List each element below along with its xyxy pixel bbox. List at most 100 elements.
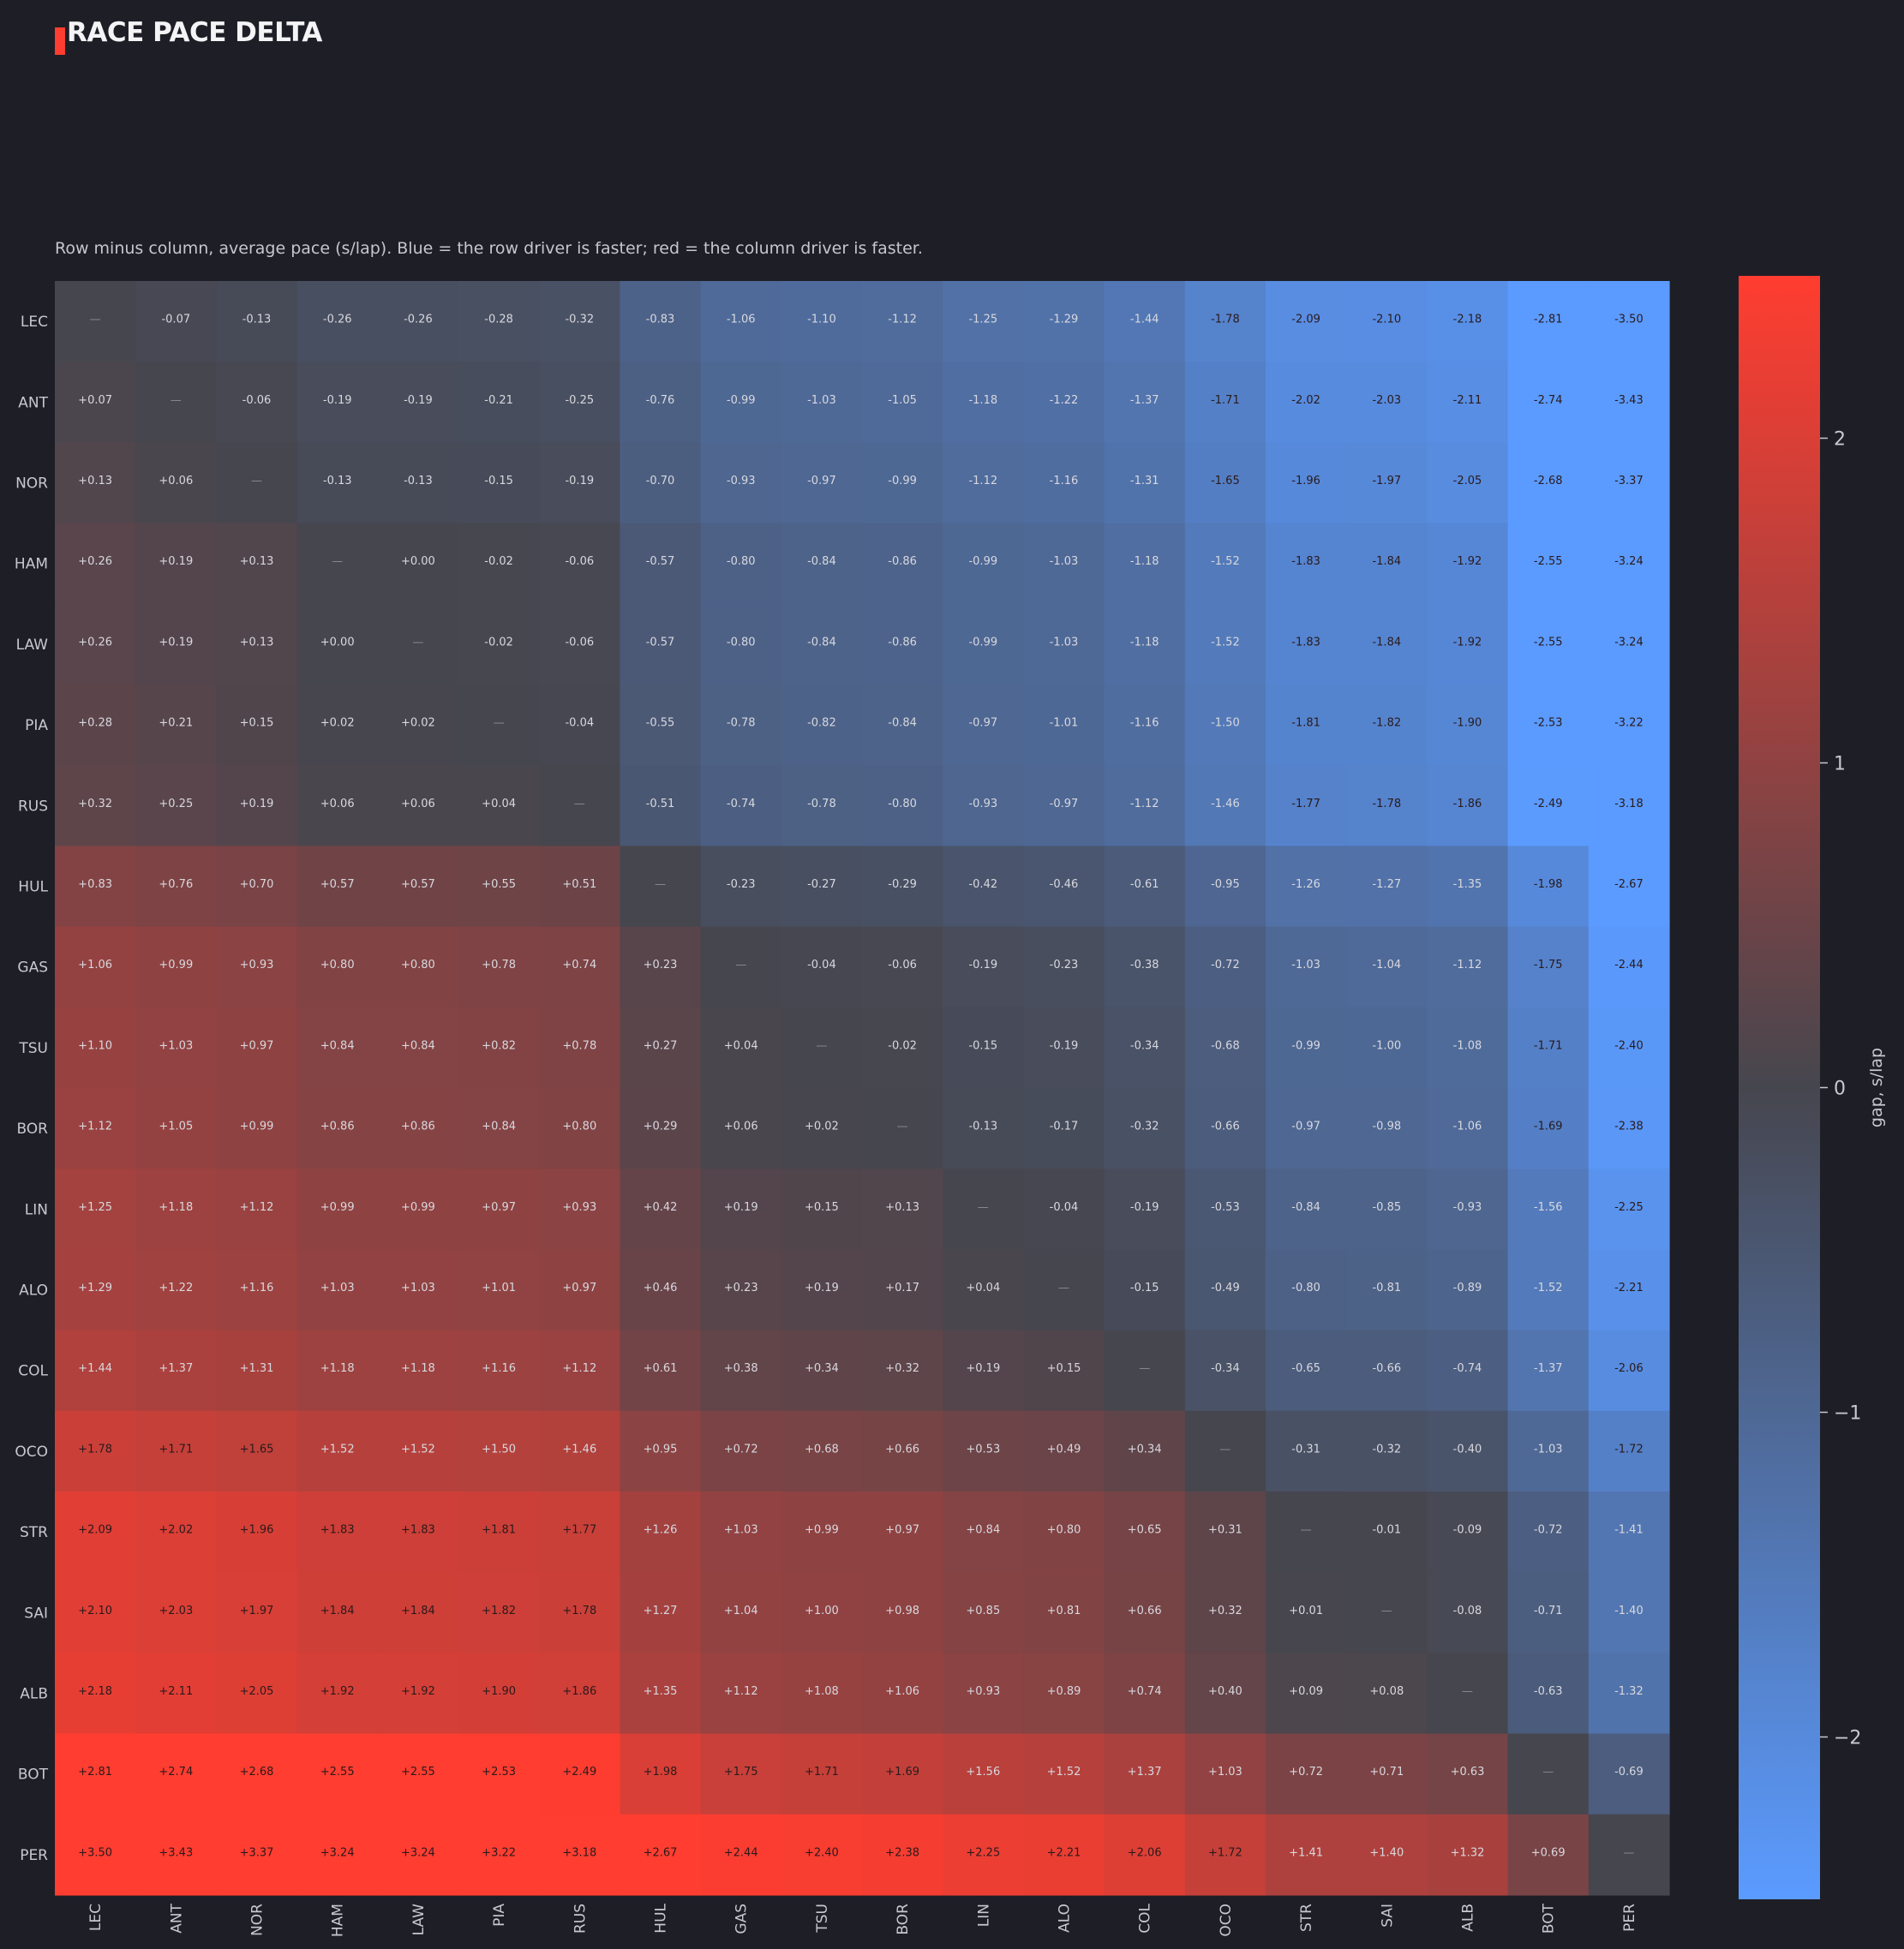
cell-label: +0.89	[1047, 1685, 1081, 1698]
cell-label: +1.05	[159, 1121, 193, 1133]
cell-label: -0.85	[1372, 1201, 1401, 1214]
heatmap-cell	[620, 1007, 702, 1089]
heatmap-cell	[1184, 1492, 1266, 1573]
heatmap-cell	[1507, 1007, 1590, 1089]
cell-label: -0.02	[484, 555, 513, 568]
row-label: RUS	[18, 798, 48, 815]
cell-label: -2.06	[1614, 1362, 1644, 1375]
cell-label: +0.68	[805, 1443, 839, 1456]
heatmap-cell	[700, 362, 782, 443]
cell-label: -1.83	[1291, 555, 1320, 568]
cell-label: -0.06	[888, 959, 917, 972]
heatmap-cell	[1507, 1733, 1590, 1815]
cell-label: +0.19	[805, 1282, 839, 1294]
heatmap-cell	[1346, 1733, 1428, 1815]
cell-label: +1.01	[482, 1282, 516, 1294]
heatmap-cell	[700, 1330, 782, 1412]
column-label: COL	[1137, 1903, 1154, 1933]
cell-label: -0.32	[565, 314, 594, 326]
cell-label: -0.78	[807, 798, 836, 810]
cell-label: -1.22	[1050, 394, 1079, 407]
heatmap-cell	[781, 1088, 863, 1169]
heatmap-cell	[1346, 846, 1428, 928]
cell-label: +1.10	[78, 1039, 112, 1052]
heatmap-cell	[1266, 1492, 1347, 1573]
cell-label: +1.78	[78, 1443, 112, 1456]
heatmap-cell	[620, 1653, 702, 1735]
cell-label: -0.82	[807, 717, 836, 730]
cell-label: -0.15	[1130, 1282, 1159, 1294]
heatmap-cell	[377, 1492, 459, 1573]
cell-label: +0.69	[1531, 1846, 1566, 1859]
cell-label: -1.56	[1534, 1201, 1563, 1214]
heatmap-cell	[539, 1814, 620, 1896]
heatmap-cell	[1184, 846, 1266, 928]
heatmap-cell	[700, 442, 782, 524]
heatmap-cell	[1184, 523, 1266, 605]
cell-label: -0.26	[404, 314, 433, 326]
heatmap-cell	[1184, 1249, 1266, 1331]
heatmap-cell	[377, 846, 459, 928]
heatmap-cell	[781, 1814, 863, 1896]
heatmap-cell	[862, 1653, 943, 1735]
cell-label: -0.13	[242, 314, 272, 326]
cell-label: +1.32	[1451, 1846, 1485, 1859]
heatmap-cell	[1346, 685, 1428, 766]
cell-label: +0.02	[320, 717, 355, 730]
cell-label: -0.99	[1291, 1039, 1320, 1052]
cell-label: -0.07	[161, 314, 190, 326]
cell-label: -0.32	[1130, 1121, 1159, 1133]
cell-label: -0.76	[646, 394, 675, 407]
cell-label: -0.66	[1211, 1121, 1240, 1133]
heatmap-cell	[1266, 523, 1347, 605]
heatmap-cell	[700, 1088, 782, 1169]
cell-label: -1.83	[1291, 636, 1320, 649]
cell-label: -1.12	[1453, 959, 1482, 972]
cell-label: -1.71	[1211, 394, 1240, 407]
row-label: BOT	[18, 1767, 49, 1784]
heatmap-cell	[943, 523, 1024, 605]
cell-label: +0.06	[320, 798, 355, 810]
heatmap-cell	[700, 846, 782, 928]
cell-label: +0.31	[1208, 1524, 1242, 1537]
cell-label: +0.93	[966, 1685, 1000, 1698]
row-label: TSU	[18, 1040, 48, 1057]
heatmap-cell	[700, 1572, 782, 1653]
heatmap-cell	[1507, 1330, 1590, 1412]
heatmap-cell	[1104, 685, 1186, 766]
cell-label: +2.02	[159, 1524, 193, 1537]
heatmap-cell	[1427, 1088, 1509, 1169]
cell-label: +1.03	[1208, 1766, 1242, 1779]
heatmap-cell	[296, 1007, 379, 1089]
heatmap-cell	[1023, 765, 1105, 846]
cell-label: +3.43	[159, 1846, 193, 1859]
heatmap-cell	[1023, 281, 1105, 362]
heatmap-cell	[377, 523, 459, 605]
heatmap-cell	[781, 362, 863, 443]
heatmap-cell	[700, 1410, 782, 1492]
heatmap-cell	[1104, 1572, 1186, 1653]
cell-label: +1.75	[724, 1766, 758, 1779]
heatmap-cell	[700, 603, 782, 685]
heatmap-cell	[862, 765, 943, 846]
cell-label: -0.80	[888, 798, 917, 810]
heatmap-cell	[55, 685, 136, 766]
heatmap-cell	[135, 1410, 217, 1492]
heatmap-cell	[1346, 281, 1428, 362]
colorbar	[1739, 276, 1820, 1899]
cell-label: -1.12	[888, 314, 917, 326]
cell-label: +1.16	[482, 1362, 516, 1375]
heatmap-cell	[377, 1733, 459, 1815]
heatmap-cell	[1266, 1330, 1347, 1412]
cell-label: +1.52	[320, 1443, 355, 1456]
column-label: ALB	[1460, 1904, 1477, 1932]
heatmap-cell	[781, 1330, 863, 1412]
cell-label: -0.23	[1050, 959, 1079, 972]
heatmap-cell	[1023, 1169, 1105, 1250]
cell-label: -0.84	[807, 555, 836, 568]
heatmap-cell	[1427, 846, 1509, 928]
heatmap-cell	[1507, 523, 1590, 605]
cell-label: -0.01	[1372, 1524, 1401, 1537]
cell-label: —	[332, 555, 343, 568]
cell-label: +0.00	[320, 636, 355, 649]
